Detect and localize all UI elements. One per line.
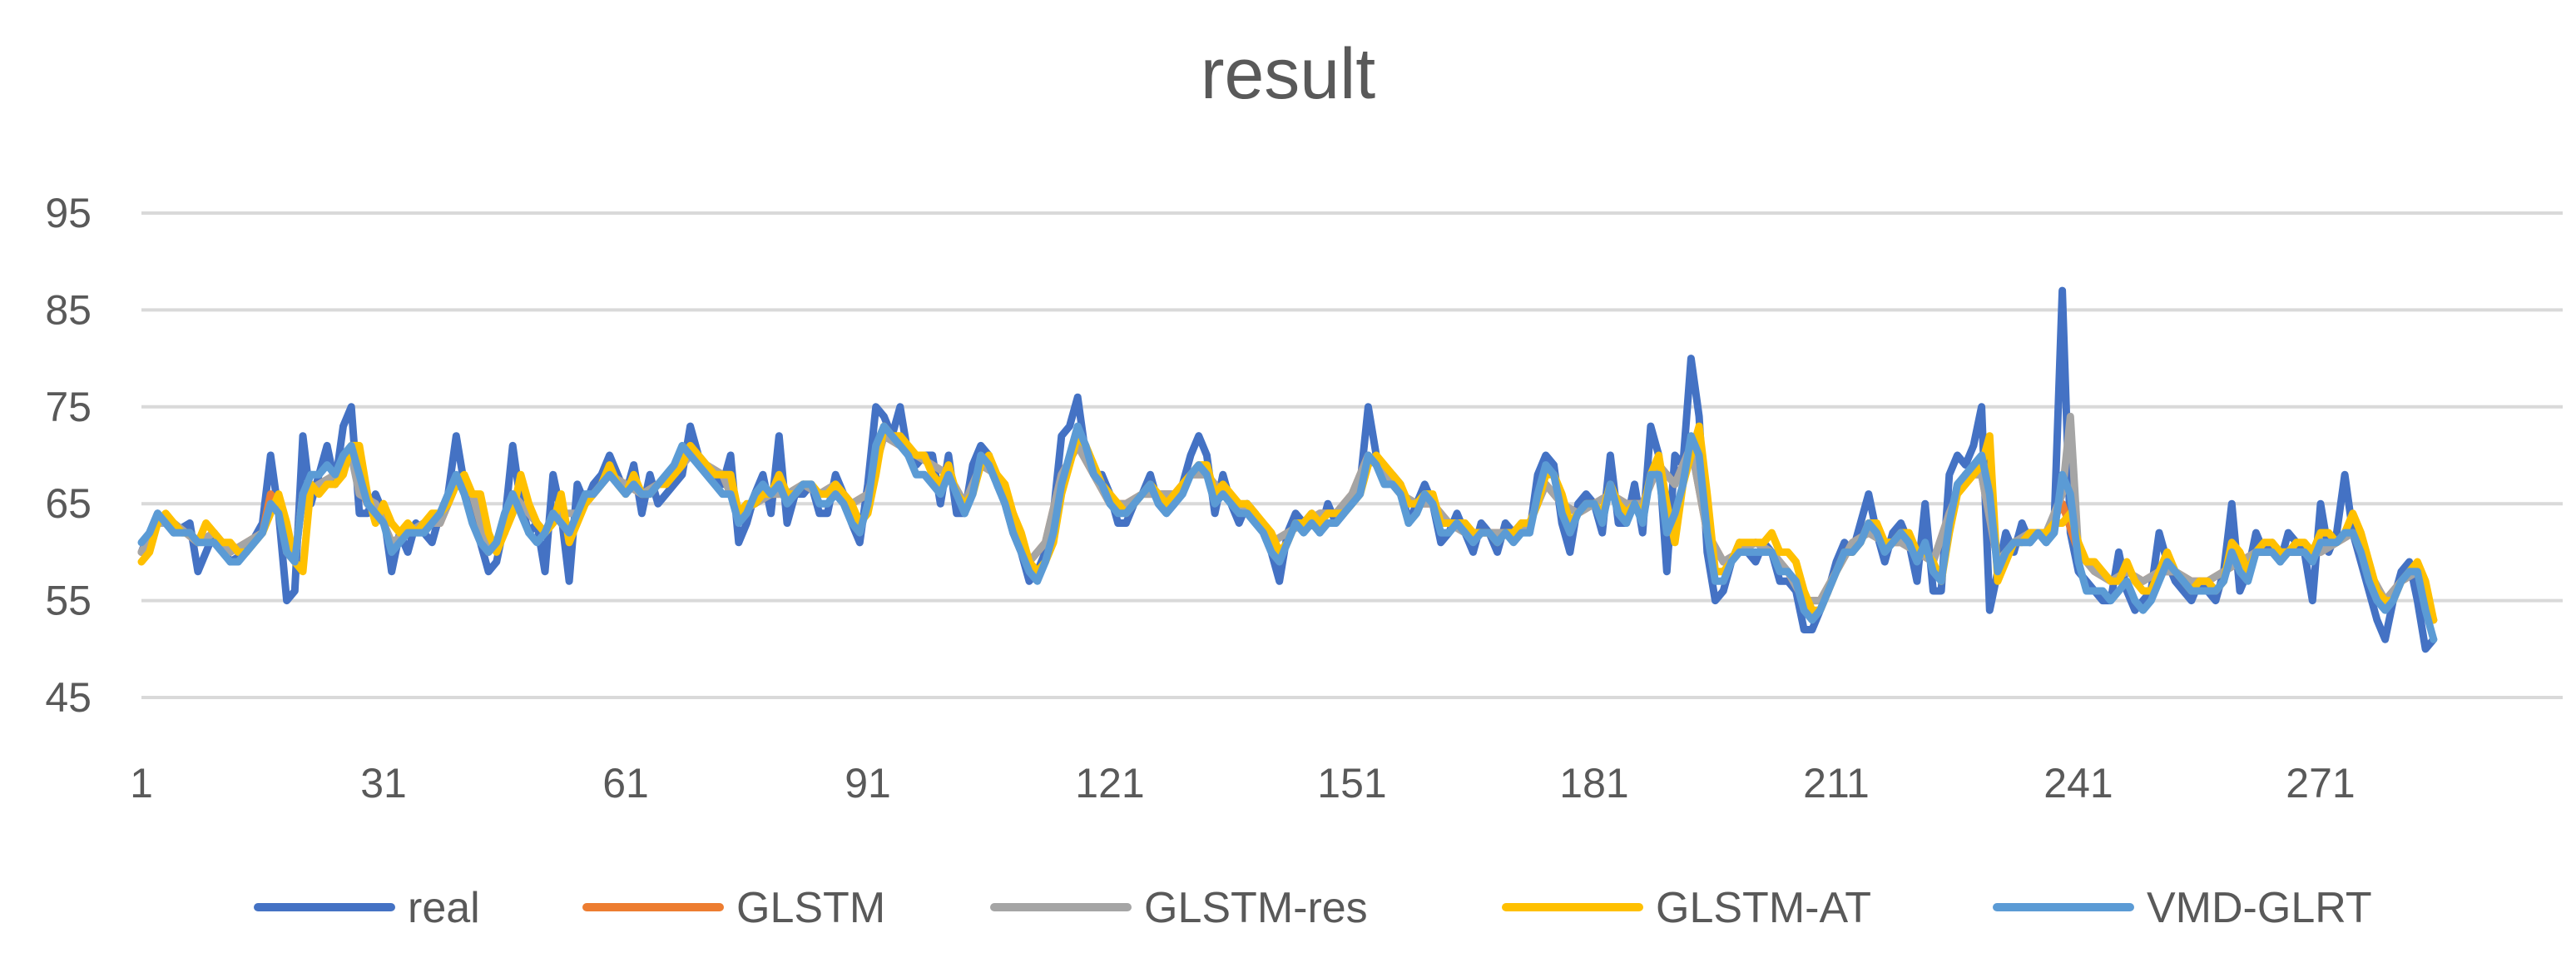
y-tick-label: 75	[45, 384, 92, 430]
y-tick-label: 55	[45, 578, 92, 624]
x-tick-label: 211	[1803, 760, 1870, 807]
legend-label-glstm: GLSTM	[736, 884, 885, 932]
x-tick-label: 61	[602, 760, 649, 807]
x-tick-label: 31	[360, 760, 407, 807]
x-axis-tick-labels: 1 31 61 91 121 151 181 211 241 271	[130, 760, 2356, 807]
x-tick-label: 121	[1075, 760, 1144, 807]
legend-label-glstm-at: GLSTM-AT	[1656, 884, 1871, 932]
x-tick-label: 181	[1559, 760, 1628, 807]
legend: real GLSTM GLSTM-res GLSTM-AT VMD-GLRT	[254, 884, 2372, 932]
y-tick-label: 45	[45, 674, 92, 721]
chart-title: result	[1201, 34, 1375, 114]
x-tick-label: 241	[2043, 760, 2113, 807]
y-axis-tick-labels: 45 55 65 75 85 95	[45, 190, 92, 721]
legend-label-vmd-glrt: VMD-GLRT	[2147, 884, 2372, 932]
series-lines	[137, 286, 2438, 653]
y-tick-label: 85	[45, 286, 92, 333]
y-tick-label: 95	[45, 190, 92, 236]
x-tick-label: 271	[2286, 760, 2355, 807]
legend-label-glstm-res: GLSTM-res	[1144, 884, 1368, 932]
series-line-vmd-glrt	[137, 422, 2438, 643]
x-tick-label: 91	[845, 760, 891, 807]
legend-label-real: real	[408, 884, 480, 932]
x-tick-label: 151	[1317, 760, 1386, 807]
x-tick-label: 1	[130, 760, 153, 807]
y-tick-label: 65	[45, 480, 92, 527]
